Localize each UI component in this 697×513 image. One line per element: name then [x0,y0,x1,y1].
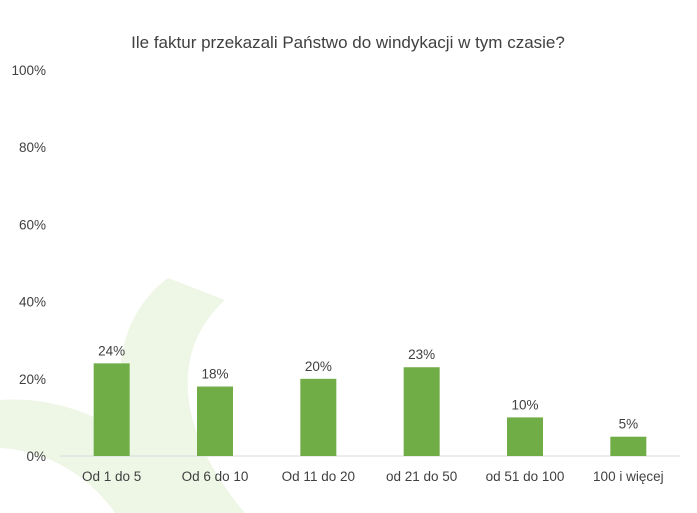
data-labels: 24% 18% 20% 23% 10% 5% [98,343,638,431]
bar [610,436,647,456]
y-tick-label: 100% [11,63,46,78]
x-tick-label: Od 6 do 10 [182,469,249,484]
bars [93,363,647,456]
bar [300,378,337,456]
y-tick-label: 0% [26,449,46,464]
data-label: 23% [408,347,435,362]
bar [403,367,440,456]
y-tick-label: 20% [19,372,46,387]
data-label: 18% [201,367,228,382]
x-tick-label: 100 i więcej [593,469,664,484]
x-tick-label: Od 11 do 20 [282,469,355,484]
y-tick-label: 80% [19,140,46,155]
x-tick-label: Od 1 do 5 [82,469,141,484]
x-axis-labels: Od 1 do 5 Od 6 do 10 Od 11 do 20 od 21 do 5… [82,469,664,484]
data-label: 20% [305,359,332,374]
y-tick-label: 60% [19,217,46,232]
x-tick-label: od 51 do 100 [486,469,565,484]
x-tick-label: od 21 do 50 [386,469,457,484]
data-label: 10% [511,397,538,412]
bar [507,417,543,456]
bar [197,386,233,456]
y-tick-label: 40% [19,295,46,310]
y-axis-ticks: 0% 20% 40% 60% 80% 100% [11,63,46,464]
data-label: 24% [98,343,125,358]
chart-title: Ile faktur przekazali Państwo do windyka… [131,33,565,52]
data-label: 5% [619,417,639,432]
bar [93,363,130,456]
